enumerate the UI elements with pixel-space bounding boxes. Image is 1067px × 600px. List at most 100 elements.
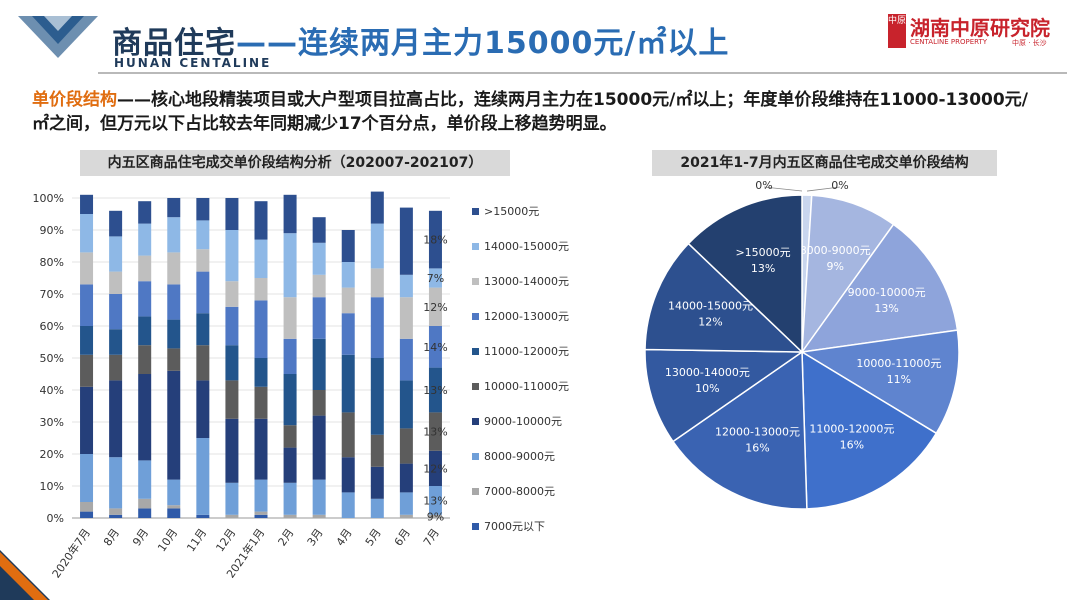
pie-slice-label: 11000-12000元 xyxy=(809,422,894,435)
pie-slice-percent: 0% xyxy=(831,180,848,192)
bar-data-label: 12% xyxy=(423,462,447,475)
bar-segment xyxy=(196,220,210,250)
bar-segment xyxy=(370,191,384,224)
bar-segment xyxy=(138,316,152,346)
bar-segment xyxy=(312,274,326,298)
page-title-lead: 商品住宅 xyxy=(112,26,236,61)
pie-slice-label: 8000-9000元 xyxy=(800,244,871,257)
y-tick-label: 70% xyxy=(40,288,64,301)
bar-segment xyxy=(370,297,384,358)
bar-segment xyxy=(283,233,297,298)
bar-segment xyxy=(167,505,181,509)
y-tick-label: 100% xyxy=(33,192,64,205)
bar-segment xyxy=(283,338,297,374)
stacked-bar-chart: 0%10%20%30%40%50%60%70%80%90%100%2020年7月… xyxy=(33,191,569,580)
bar-data-label: 13% xyxy=(423,384,447,397)
bar-segment xyxy=(428,210,442,269)
pie-slice-percent: 16% xyxy=(745,441,769,454)
bar-segment xyxy=(283,482,297,515)
intro-text: ——核心地段精装项目或大户型项目拉高占比，连续两月主力在15000元/㎡以上；年… xyxy=(32,90,1028,134)
bar-segment xyxy=(254,239,268,278)
bar-segment xyxy=(167,508,181,518)
bar-segment xyxy=(109,236,123,272)
bar-segment xyxy=(167,370,181,480)
bar-segment xyxy=(399,338,413,381)
bar-segment xyxy=(283,514,297,518)
bar-segment xyxy=(138,281,152,317)
bar-segment xyxy=(312,338,326,390)
bar-segment xyxy=(370,498,384,518)
bar-segment xyxy=(399,428,413,464)
x-tick-label: 2月 xyxy=(276,526,297,548)
x-tick-label: 5月 xyxy=(363,526,384,548)
bar-segment xyxy=(428,486,442,515)
bar-segment xyxy=(109,508,123,515)
legend-swatch xyxy=(472,418,479,425)
pie-slice-label: >15000元 xyxy=(735,246,790,259)
pie-slice xyxy=(799,329,960,435)
bar-segment xyxy=(225,380,239,419)
bar-segment xyxy=(312,217,326,243)
bar-segment xyxy=(254,511,268,515)
bar-segment xyxy=(283,447,297,483)
bar-data-label: 12% xyxy=(423,301,447,314)
x-tick-label: 10月 xyxy=(155,526,180,554)
legend-swatch xyxy=(472,348,479,355)
page-title-rest: ——连续两月主力15000元/㎡以上 xyxy=(236,26,730,61)
bar-segment xyxy=(109,514,123,518)
bar-segment xyxy=(80,326,94,355)
bar-segment xyxy=(283,194,297,234)
bar-segment xyxy=(428,367,442,413)
bar-segment xyxy=(428,514,442,518)
pie-slice-label: 12000-13000元 xyxy=(715,425,800,438)
bar-segment xyxy=(109,271,123,294)
pie-slice-label: 14000-15000元 xyxy=(668,300,753,313)
legend-swatch xyxy=(472,243,479,250)
bar-segment xyxy=(254,514,268,518)
bar-segment xyxy=(138,201,152,224)
bar-segment xyxy=(196,271,210,314)
y-tick-label: 10% xyxy=(40,480,64,493)
bar-segment xyxy=(428,326,442,368)
bar-segment xyxy=(80,511,94,518)
x-tick-label: 3月 xyxy=(305,526,326,548)
bar-segment xyxy=(167,348,181,371)
bar-segment xyxy=(254,300,268,358)
legend-swatch xyxy=(472,313,479,320)
bar-segment xyxy=(399,463,413,493)
bar-segment xyxy=(370,358,384,435)
legend-label: >15000元 xyxy=(484,205,539,218)
bar-segment xyxy=(254,278,268,301)
bar-segment xyxy=(225,306,239,346)
y-tick-label: 50% xyxy=(40,352,64,365)
legend-label: 8000-9000元 xyxy=(484,450,555,463)
bar-segment xyxy=(312,242,326,275)
brand-english: CENTALINE PROPERTY xyxy=(910,38,988,46)
legend-label: 7000元以下 xyxy=(484,520,545,533)
legend-swatch xyxy=(472,208,479,215)
bar-segment xyxy=(196,198,210,221)
pie-slice-percent: 12% xyxy=(698,316,722,329)
bar-segment xyxy=(109,329,123,355)
bar-segment xyxy=(138,460,152,499)
bar-segment xyxy=(138,223,152,256)
bar-segment xyxy=(225,418,239,483)
bar-segment xyxy=(196,514,210,518)
bar-segment xyxy=(399,207,413,275)
company-logo-icon xyxy=(18,16,98,58)
bar-segment xyxy=(167,284,181,320)
pie-chart: 7000元以下0%7000-8000元0%8000-9000元9%9000-10… xyxy=(644,180,960,510)
pie-slice-percent: 0% xyxy=(755,180,772,192)
bar-segment xyxy=(196,249,210,272)
y-tick-label: 20% xyxy=(40,448,64,461)
bar-segment xyxy=(138,508,152,518)
bar-segment xyxy=(138,498,152,509)
bar-segment xyxy=(225,230,239,282)
bar-segment xyxy=(283,425,297,448)
legend-swatch xyxy=(472,453,479,460)
bar-segment xyxy=(109,210,123,237)
pie-slice xyxy=(671,350,808,510)
pie-leader-line xyxy=(763,186,803,192)
legend-swatch xyxy=(472,488,479,495)
bar-segment xyxy=(196,345,210,381)
